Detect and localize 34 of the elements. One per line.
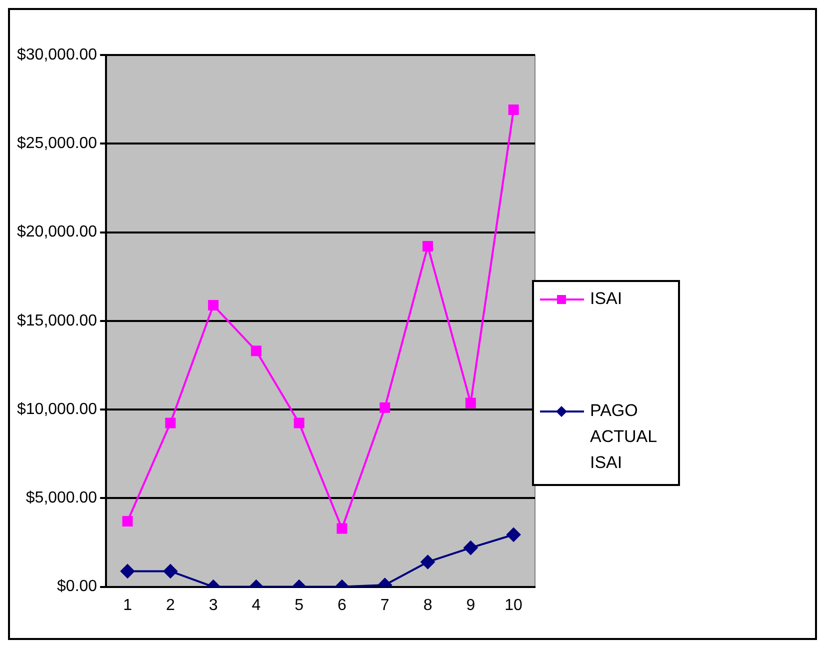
x-tick-label: 9 <box>466 596 476 614</box>
point <box>420 554 435 569</box>
x-tick-label: 10 <box>504 596 523 614</box>
y-tick-label: $30,000.00 <box>17 46 98 64</box>
x-tick-label: 1 <box>123 596 132 614</box>
y-tick-label: $15,000.00 <box>17 312 98 330</box>
y-tick-label: $20,000.00 <box>17 224 98 241</box>
point <box>250 346 262 356</box>
x-tick-label: 8 <box>423 596 432 614</box>
point <box>464 540 478 555</box>
point <box>163 564 178 578</box>
point <box>208 300 219 311</box>
point <box>422 241 434 252</box>
point <box>336 523 348 534</box>
x-tick-label: 2 <box>166 596 175 614</box>
point <box>380 402 390 413</box>
x-tick-label: 5 <box>294 596 304 614</box>
point <box>122 516 133 526</box>
point <box>165 418 176 428</box>
point <box>294 418 304 428</box>
point <box>465 398 476 408</box>
x-tick-label: 4 <box>252 596 261 614</box>
point <box>506 528 521 542</box>
point <box>120 564 135 578</box>
y-tick-label: $10,000.00 <box>17 400 98 418</box>
point <box>508 104 519 116</box>
legend-label: ISAI <box>590 288 624 310</box>
x-tick-label: 7 <box>380 596 390 614</box>
x-tick-label: 3 <box>208 596 218 614</box>
legend-label: PAGO ACTUAL ISAI <box>590 400 656 474</box>
y-tick-label: $5,000.00 <box>26 490 98 507</box>
y-tick-label: $0.00 <box>57 578 98 596</box>
x-tick-label: 6 <box>338 596 347 614</box>
y-tick-label: $25,000.00 <box>17 135 98 152</box>
